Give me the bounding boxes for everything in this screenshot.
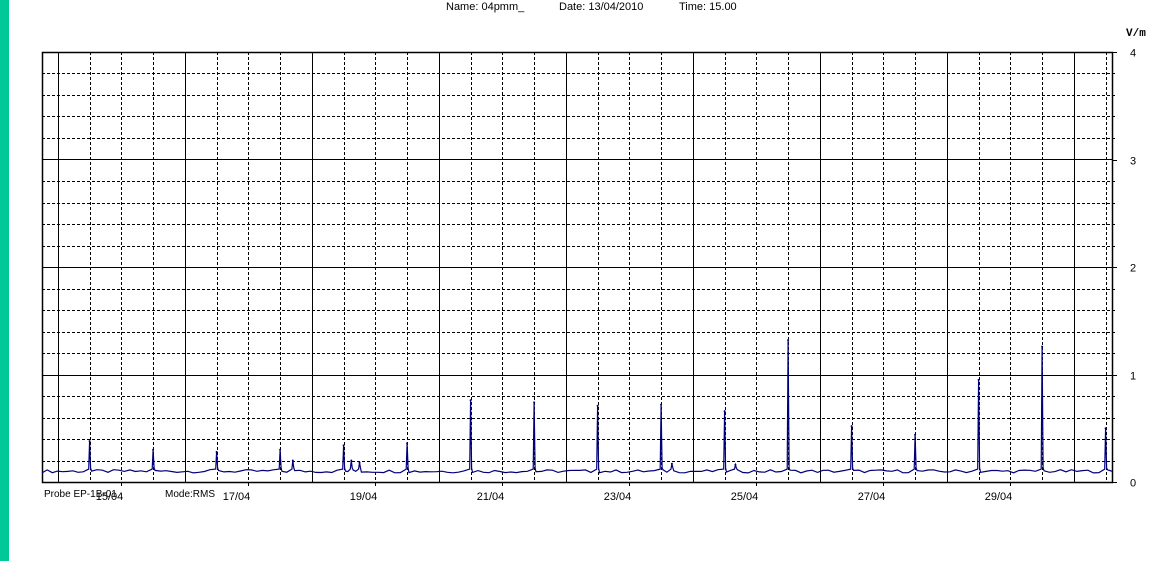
data-point (1041, 345, 1044, 348)
data-point (152, 448, 155, 451)
data-point (358, 461, 361, 464)
x-tick-label: 21/04 (477, 491, 505, 503)
data-point (469, 399, 472, 402)
y-tick-label: 4 (1130, 48, 1136, 60)
data-point (660, 403, 663, 406)
y-tick-label: 3 (1130, 156, 1136, 168)
data-point (787, 339, 790, 342)
chart-header: Name: 04pmm_ Date: 13/04/2010 Time: 15.0… (9, 1, 1153, 15)
y-tick-label: 0 (1130, 478, 1136, 490)
y-tick-label: 2 (1130, 263, 1136, 275)
x-tick-label: 17/04 (223, 491, 251, 503)
data-point (734, 463, 737, 466)
data-point (350, 459, 353, 462)
data-point (977, 378, 980, 381)
x-tick-label: 29/04 (985, 491, 1013, 503)
x-tick-label: 27/04 (858, 491, 886, 503)
data-point (88, 440, 91, 443)
data-point (850, 425, 853, 428)
line-chart: 0 1 2 3 4 V/m 15/04 17/04 19/04 21/04 23/04 25/04 27… (41, 28, 1146, 503)
x-tick-label: 15/04 (96, 491, 124, 503)
data-point (406, 442, 409, 445)
data-point (342, 444, 345, 447)
chart-window: Name: 04pmm_ Date: 13/04/2010 Time: 15.0… (9, 0, 1153, 561)
data-point (723, 410, 726, 413)
record-time: Time: 15.00 (679, 1, 737, 13)
data-point (1104, 427, 1107, 430)
probe-label: Probe EP-1B-01 (44, 489, 117, 500)
x-tick-label: 23/04 (604, 491, 632, 503)
record-date: Date: 13/04/2010 (559, 1, 644, 13)
mode-label: Mode:RMS (165, 489, 216, 500)
series-line (41, 340, 1113, 474)
data-point (914, 433, 917, 436)
data-point (596, 404, 599, 407)
data-point (533, 401, 536, 404)
x-tick-label: 19/04 (350, 491, 378, 503)
record-name: Name: 04pmm_ (446, 1, 525, 13)
x-tick-label: 25/04 (731, 491, 759, 503)
data-point (670, 462, 673, 465)
y-axis-label: V/m (1126, 28, 1146, 40)
data-point (279, 448, 282, 451)
y-tick-label: 1 (1130, 371, 1136, 383)
data-point (291, 459, 294, 462)
data-point (215, 450, 218, 453)
